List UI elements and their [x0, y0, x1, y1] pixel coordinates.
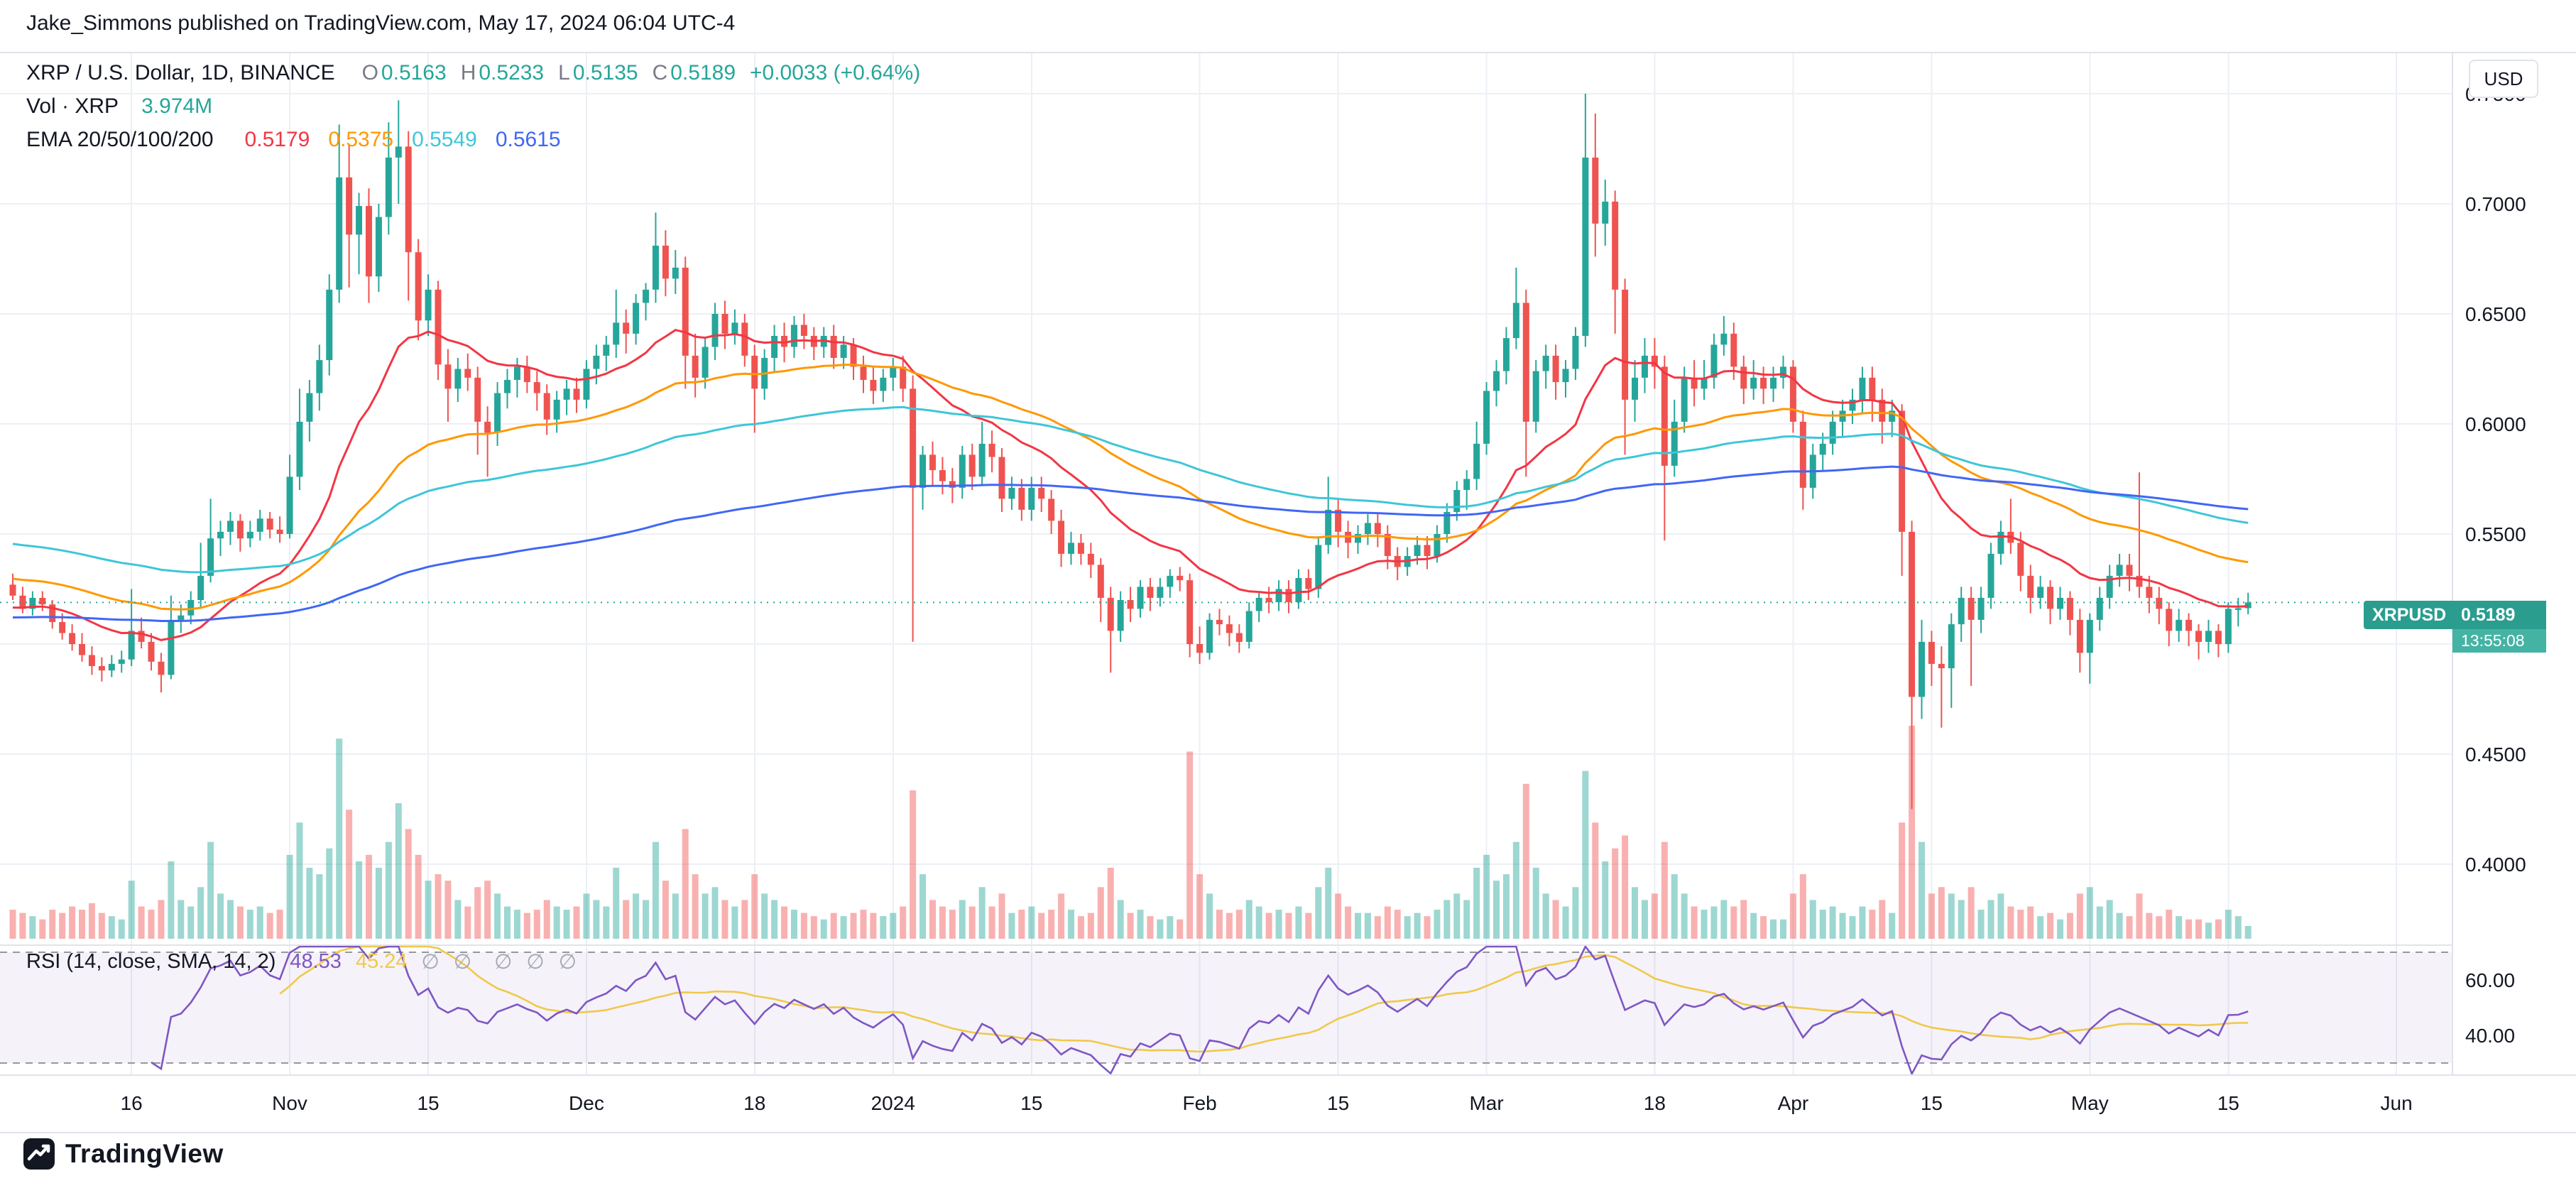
time-tick-label: Dec	[569, 1092, 604, 1114]
close-label: C	[652, 61, 668, 85]
ema-20-line	[12, 329, 2249, 641]
price-tick-label: 0.4000	[2465, 854, 2526, 876]
time-tick-label: 15	[417, 1092, 439, 1114]
rsi-tick-label: 60.00	[2465, 969, 2515, 991]
time-tick-label: 2024	[871, 1092, 915, 1114]
volume-layer	[9, 726, 2252, 939]
attribution-text: Jake_Simmons published on TradingView.co…	[26, 11, 736, 35]
ema50-value: 0.5375	[328, 128, 394, 151]
currency-button[interactable]: USD	[2469, 60, 2538, 98]
ema-row: EMA 20/50/100/200 0.5179 0.5375 0.5549 0…	[26, 126, 920, 153]
rsi-value: 48.53	[290, 949, 342, 973]
price-axis[interactable]: 0.75000.70000.65000.60000.55000.50000.45…	[2465, 83, 2526, 1047]
time-tick-label: May	[2071, 1092, 2109, 1114]
volume-row: Vol · XRP 3.974M	[26, 93, 920, 120]
tradingview-wordmark: TradingView	[65, 1139, 224, 1168]
rsi-ma-line	[279, 945, 2249, 1053]
price-tick-label: 0.6500	[2465, 303, 2526, 325]
price-tick-label: 0.5500	[2465, 523, 2526, 545]
high-label: H	[460, 61, 476, 85]
volume-indicator-title[interactable]: Vol · XRP	[26, 94, 119, 118]
time-tick-label: Apr	[1778, 1092, 1809, 1114]
time-tick-label: Feb	[1182, 1092, 1216, 1114]
time-tick-label: 18	[743, 1092, 765, 1114]
open-label: O	[361, 61, 378, 85]
ema20-value: 0.5179	[244, 128, 310, 151]
rsi-legend: RSI (14, close, SMA, 14, 2) 48.53 45.24 …	[26, 949, 599, 974]
tradingview-logo-icon	[23, 1138, 55, 1170]
candles-layer	[9, 94, 2252, 810]
symbol-row: XRP / U.S. Dollar, 1D, BINANCE O 0.5163 H…	[26, 60, 920, 87]
price-tick-label: 0.6000	[2465, 413, 2526, 435]
price-label-value: 0.5189	[2452, 601, 2546, 629]
price-tick-label: 0.4500	[2465, 743, 2526, 765]
ema100-value: 0.5549	[412, 128, 477, 151]
ema-indicator-title[interactable]: EMA 20/50/100/200	[26, 128, 214, 151]
rsi-ma-value: 45.24	[355, 949, 408, 973]
volume-value: 3.974M	[141, 94, 213, 118]
bar-countdown: 13:55:08	[2452, 629, 2546, 653]
pane-borders	[0, 52, 2576, 1133]
rsi-indicator-title[interactable]: RSI (14, close, SMA, 14, 2)	[26, 949, 276, 973]
time-tick-label: 18	[1644, 1092, 1666, 1114]
rsi-hidden-plots-a: ∅ ∅	[421, 950, 476, 974]
time-axis[interactable]: 16 Nov 15 Dec 18 2024 15 Feb 15 Mar 18 Apr 15 May 15 Ju…	[121, 1092, 2413, 1114]
ema-50-line	[12, 364, 2249, 611]
time-tick-label: 16	[121, 1092, 143, 1114]
time-tick-label: 15	[2217, 1092, 2239, 1114]
time-tick-label: 15	[1921, 1092, 1943, 1114]
price-tick-label: 0.7000	[2465, 193, 2526, 215]
symbol-legend: XRP / U.S. Dollar, 1D, BINANCE O 0.5163 H…	[26, 60, 920, 153]
rsi-line	[151, 944, 2249, 1077]
tradingview-footer[interactable]: TradingView	[23, 1138, 224, 1170]
high-value: 0.5233	[479, 61, 545, 85]
close-value: 0.5189	[670, 61, 736, 85]
price-label-symbol: XRPUSD	[2364, 601, 2452, 629]
rsi-hidden-plots-b: ∅ ∅ ∅	[494, 950, 582, 974]
low-label: L	[558, 61, 570, 85]
rsi-tick-label: 40.00	[2465, 1025, 2515, 1047]
low-value: 0.5135	[572, 61, 638, 85]
change-value: +0.0033 (+0.64%)	[750, 61, 921, 85]
time-tick-label: 15	[1327, 1092, 1349, 1114]
ema-200-line	[12, 465, 2249, 622]
time-tick-label: Jun	[2381, 1092, 2413, 1114]
ema-100-line	[12, 405, 2249, 574]
time-tick-label: Mar	[1469, 1092, 1503, 1114]
open-value: 0.5163	[381, 61, 447, 85]
time-tick-label: 15	[1020, 1092, 1042, 1114]
ema200-value: 0.5615	[495, 128, 561, 151]
time-tick-label: Nov	[272, 1092, 307, 1114]
symbol-title[interactable]: XRP / U.S. Dollar, 1D, BINANCE	[26, 61, 335, 85]
